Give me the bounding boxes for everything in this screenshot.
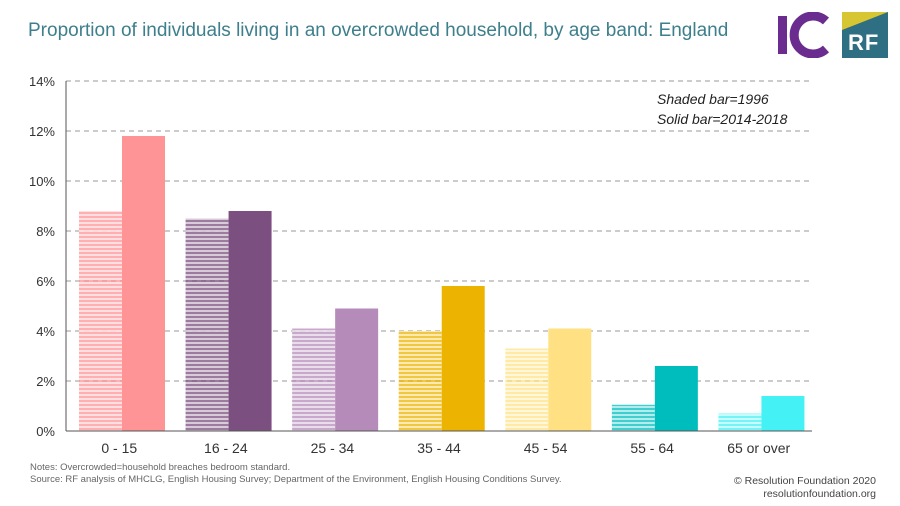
y-tick-label: 8%: [36, 224, 55, 239]
y-tick-label: 12%: [29, 124, 55, 139]
bar-2014-2018: [548, 328, 592, 431]
y-tick-label: 0%: [36, 424, 55, 439]
x-tick-label: 45 - 54: [524, 440, 568, 456]
y-tick-label: 14%: [29, 74, 55, 89]
bar-1996: [505, 348, 549, 431]
footer-credit: © Resolution Foundation 2020 resolutionf…: [734, 475, 876, 501]
x-tick-label: 16 - 24: [204, 440, 248, 456]
x-tick-label: 0 - 15: [101, 440, 137, 456]
axes: 0% 2% 4% 6% 8% 10% 12% 14% 0 - 15 16 - 24 25 - 34 3…: [29, 74, 812, 456]
website-link[interactable]: resolutionfoundation.org: [763, 488, 876, 500]
bar-2014-2018: [228, 211, 272, 431]
bar-1996: [185, 218, 229, 431]
legend-shaded: Shaded bar=1996: [657, 91, 769, 107]
bar-1996: [398, 331, 442, 431]
legend-solid: Solid bar=2014-2018: [657, 111, 788, 127]
chart-title: Proportion of individuals living in an o…: [28, 20, 729, 41]
bar-2014-2018: [761, 396, 805, 431]
y-tick-label: 6%: [36, 274, 55, 289]
ic-logo: [778, 12, 830, 58]
rf-logo: RF: [842, 12, 888, 58]
y-tick-label: 4%: [36, 324, 55, 339]
x-tick-label: 65 or over: [727, 440, 790, 456]
bar-1996: [718, 413, 762, 431]
y-tick-label: 2%: [36, 374, 55, 389]
copyright-text: © Resolution Foundation 2020: [733, 475, 876, 487]
bar-1996: [292, 328, 336, 431]
x-tick-label: 35 - 44: [417, 440, 461, 456]
notes-text: Notes: Overcrowded=household breaches be…: [30, 462, 291, 473]
bar-2014-2018: [335, 308, 379, 431]
bars: [79, 136, 805, 431]
bar-1996: [611, 404, 655, 431]
bar-2014-2018: [441, 286, 485, 431]
footer-notes: Notes: Overcrowded=household breaches be…: [30, 462, 562, 486]
bar-2014-2018: [122, 136, 165, 431]
source-text: Source: RF analysis of MHCLG, English Ho…: [30, 474, 562, 485]
y-tick-label: 10%: [29, 174, 55, 189]
x-tick-label: 55 - 64: [630, 440, 674, 456]
bar-1996: [79, 211, 122, 431]
x-tick-label: 25 - 34: [311, 440, 355, 456]
bar-2014-2018: [654, 366, 698, 431]
